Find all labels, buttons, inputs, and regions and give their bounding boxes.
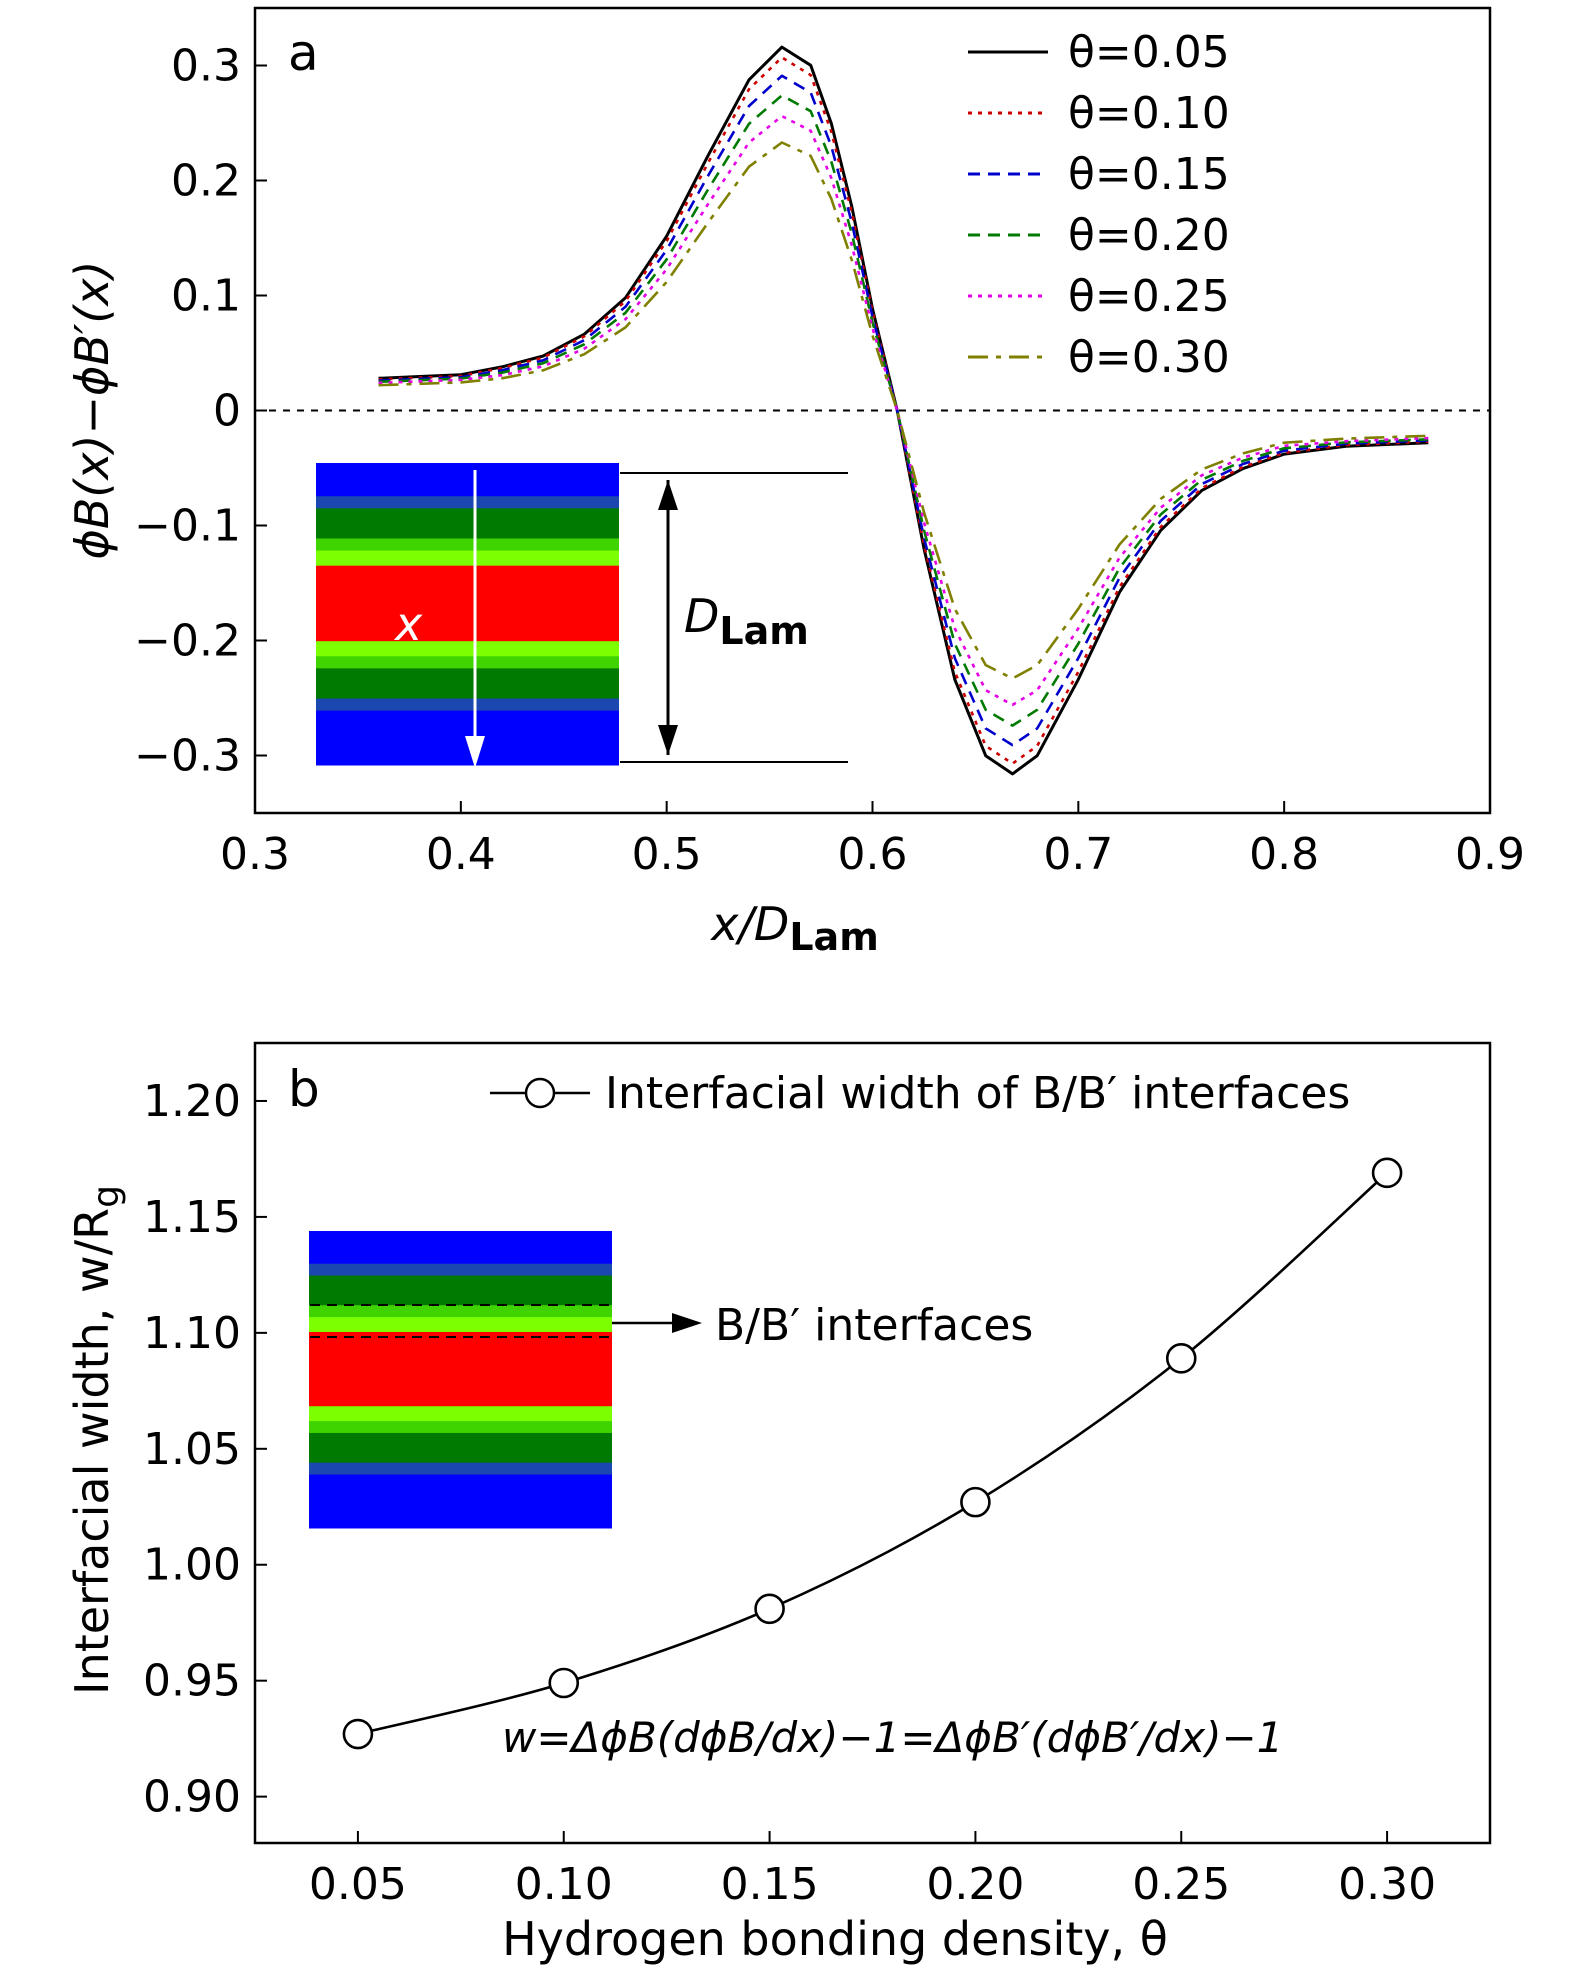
panel-a: 0.3 0.4 0.5 0.6 0.7 0.8 0.9 0.3 0.2 0.1 0 −0.1 −0.2…: [65, 6, 1525, 959]
legend-label-3: θ=0.15: [1068, 149, 1230, 200]
panel-b-series: [342, 1157, 1403, 1750]
lamella-band: [309, 1406, 612, 1422]
y-tick-label: 0: [213, 386, 241, 437]
lamella-band: [309, 1421, 612, 1434]
x-tick-label: 0.9: [1455, 829, 1525, 880]
y-tick-label: 0.90: [143, 1772, 241, 1823]
data-point: [342, 1718, 374, 1750]
y-tick-label: −0.3: [134, 731, 241, 782]
lamellar-stack-b: [309, 1231, 612, 1529]
x-tick-label: 0.5: [632, 829, 702, 880]
width-curve: [357, 1171, 1388, 1736]
curve-theta-2: [378, 56, 1429, 765]
y-tick-label: 1.10: [143, 1308, 241, 1359]
lamella-band: [309, 1317, 612, 1333]
x-tick-label: 0.10: [515, 1859, 613, 1910]
lamella-band: [316, 538, 619, 552]
panel-b-frame: [253, 1041, 1492, 1845]
panel-b-inset: B/B′ interfaces: [309, 1231, 1033, 1529]
x-tick-label: 0.4: [426, 829, 496, 880]
y-tick-label: 1.00: [143, 1540, 241, 1591]
d-lam-label: DLam: [684, 589, 809, 653]
lamella-band: [316, 656, 619, 669]
d-lam-arrowhead-bottom: [658, 725, 678, 755]
lamella-band: [316, 565, 619, 642]
panel-a-inset: x DLam: [316, 463, 848, 768]
curve-theta-1: [378, 45, 1429, 776]
y-tick-label: −0.2: [134, 616, 241, 667]
y-tick-label: 1.15: [143, 1192, 241, 1243]
interface-arrowhead: [672, 1313, 702, 1333]
panel-b: 0.05 0.10 0.15 0.20 0.25 0.30 1.20 1.15 1.10 1.0…: [65, 1041, 1492, 1966]
x-tick-label: 0.05: [309, 1859, 407, 1910]
y-tick-label: 0.95: [143, 1656, 241, 1707]
panel-b-legend-marker: [524, 1077, 556, 1109]
y-tick-label: 1.20: [143, 1076, 241, 1127]
curve-theta-4: [378, 94, 1429, 727]
panel-a-y-ticks: 0.3 0.2 0.1 0 −0.1 −0.2 −0.3: [134, 41, 267, 782]
data-point: [960, 1486, 991, 1518]
interface-arrow-label: B/B′ interfaces: [715, 1300, 1033, 1351]
panel-a-x-ticks: 0.3 0.4 0.5 0.6 0.7 0.8 0.9: [220, 801, 1525, 880]
x-tick-label: 0.15: [721, 1859, 819, 1910]
lamella-band: [316, 641, 619, 657]
curve-theta-6: [378, 141, 1429, 680]
lamella-band: [309, 1231, 612, 1265]
legend-label-5: θ=0.25: [1068, 271, 1230, 322]
y-tick-label: 1.05: [143, 1424, 241, 1475]
panel-b-legend-label: Interfacial width of B/B′ interfaces: [605, 1068, 1350, 1119]
legend-label-2: θ=0.10: [1068, 88, 1230, 139]
lamella-band: [316, 508, 619, 539]
panel-b-letter: b: [288, 1060, 320, 1118]
lamella-band: [316, 463, 619, 497]
x-tick-label: 0.20: [926, 1859, 1024, 1910]
width-formula: w=ΔϕB(dϕB/dx)−1=ΔϕB′(dϕB′/dx)−1: [502, 1713, 1283, 1762]
panel-a-y-axis-title: ϕB(x)−ϕB′(x): [65, 260, 119, 559]
lamella-band: [309, 1305, 612, 1318]
legend-label-4: θ=0.20: [1068, 210, 1230, 261]
panel-a-legend: θ=0.05 θ=0.10 θ=0.15 θ=0.20 θ=0.25 θ=0.30: [968, 27, 1230, 383]
inset-x-label: x: [393, 597, 423, 651]
data-point: [1371, 1157, 1403, 1189]
data-point: [754, 1593, 785, 1625]
lamella-band: [309, 1263, 612, 1277]
x-tick-label: 0.8: [1249, 829, 1319, 880]
x-tick-label: 0.3: [220, 829, 290, 880]
curve-theta-3: [378, 74, 1429, 747]
lamella-band: [316, 698, 619, 712]
lamella-band: [309, 1275, 612, 1306]
lamella-band: [316, 668, 619, 700]
y-tick-label: −0.1: [134, 501, 241, 552]
x-direction-arrowhead: [465, 736, 485, 768]
lamellar-stack: [316, 463, 619, 766]
y-tick-label: 0.1: [171, 271, 241, 322]
d-lam-arrowhead-top: [658, 480, 678, 510]
lamella-band: [316, 496, 619, 509]
data-point: [548, 1667, 580, 1699]
panel-b-x-ticks: 0.05 0.10 0.15 0.20 0.25 0.30: [309, 1831, 1436, 1910]
x-tick-label: 0.25: [1132, 1859, 1230, 1910]
panel-b-x-axis-title: Hydrogen bonding density, θ: [502, 1912, 1168, 1966]
x-tick-label: 0.30: [1338, 1859, 1436, 1910]
legend-label-6: θ=0.30: [1068, 332, 1230, 383]
data-point: [1165, 1343, 1197, 1374]
panel-a-x-axis-title: x/DLam: [709, 897, 879, 959]
panel-a-letter: a: [288, 24, 319, 82]
lamella-band: [316, 550, 619, 567]
panel-b-y-ticks: 1.20 1.15 1.10 1.05 1.00 0.95 0.90: [143, 1076, 267, 1823]
lamella-band: [309, 1432, 612, 1464]
y-tick-label: 0.3: [171, 41, 241, 92]
x-tick-label: 0.6: [838, 829, 908, 880]
panel-b-y-axis-title: Interfacial width, w/Rg: [65, 1185, 127, 1695]
lamella-band: [309, 1462, 612, 1476]
lamella-band: [309, 1474, 612, 1529]
legend-label-1: θ=0.05: [1068, 27, 1230, 78]
y-tick-label: 0.2: [171, 156, 241, 207]
lamella-band: [309, 1331, 612, 1407]
panel-a-curves: [378, 45, 1429, 776]
x-tick-label: 0.7: [1043, 829, 1113, 880]
